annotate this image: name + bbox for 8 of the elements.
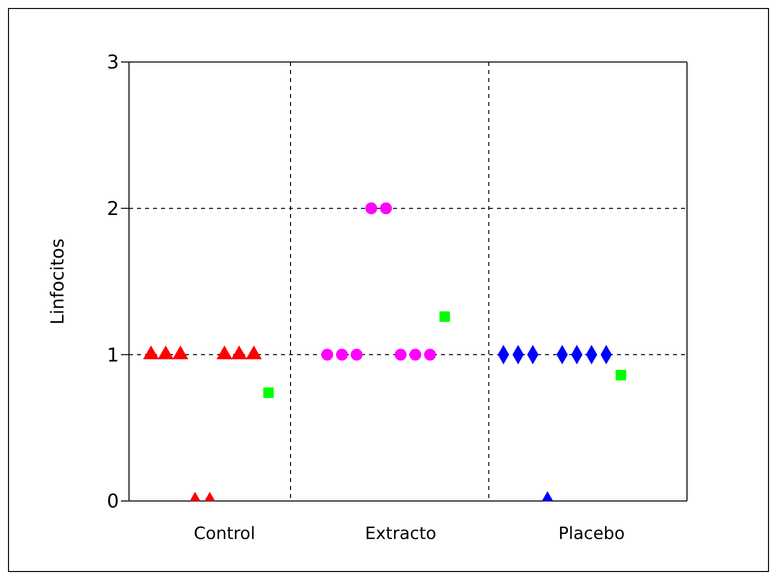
- y-tick-label: 0: [106, 490, 119, 513]
- x-tick-label: Extracto: [365, 524, 436, 544]
- x-tick-label: Placebo: [558, 524, 625, 544]
- y-axis-title: Linfocitos: [47, 238, 68, 325]
- y-tick-label: 3: [106, 52, 119, 74]
- y-tick-label: 1: [106, 344, 119, 366]
- x-tick-label: Control: [194, 524, 256, 544]
- y-tick-label: 2: [106, 198, 119, 220]
